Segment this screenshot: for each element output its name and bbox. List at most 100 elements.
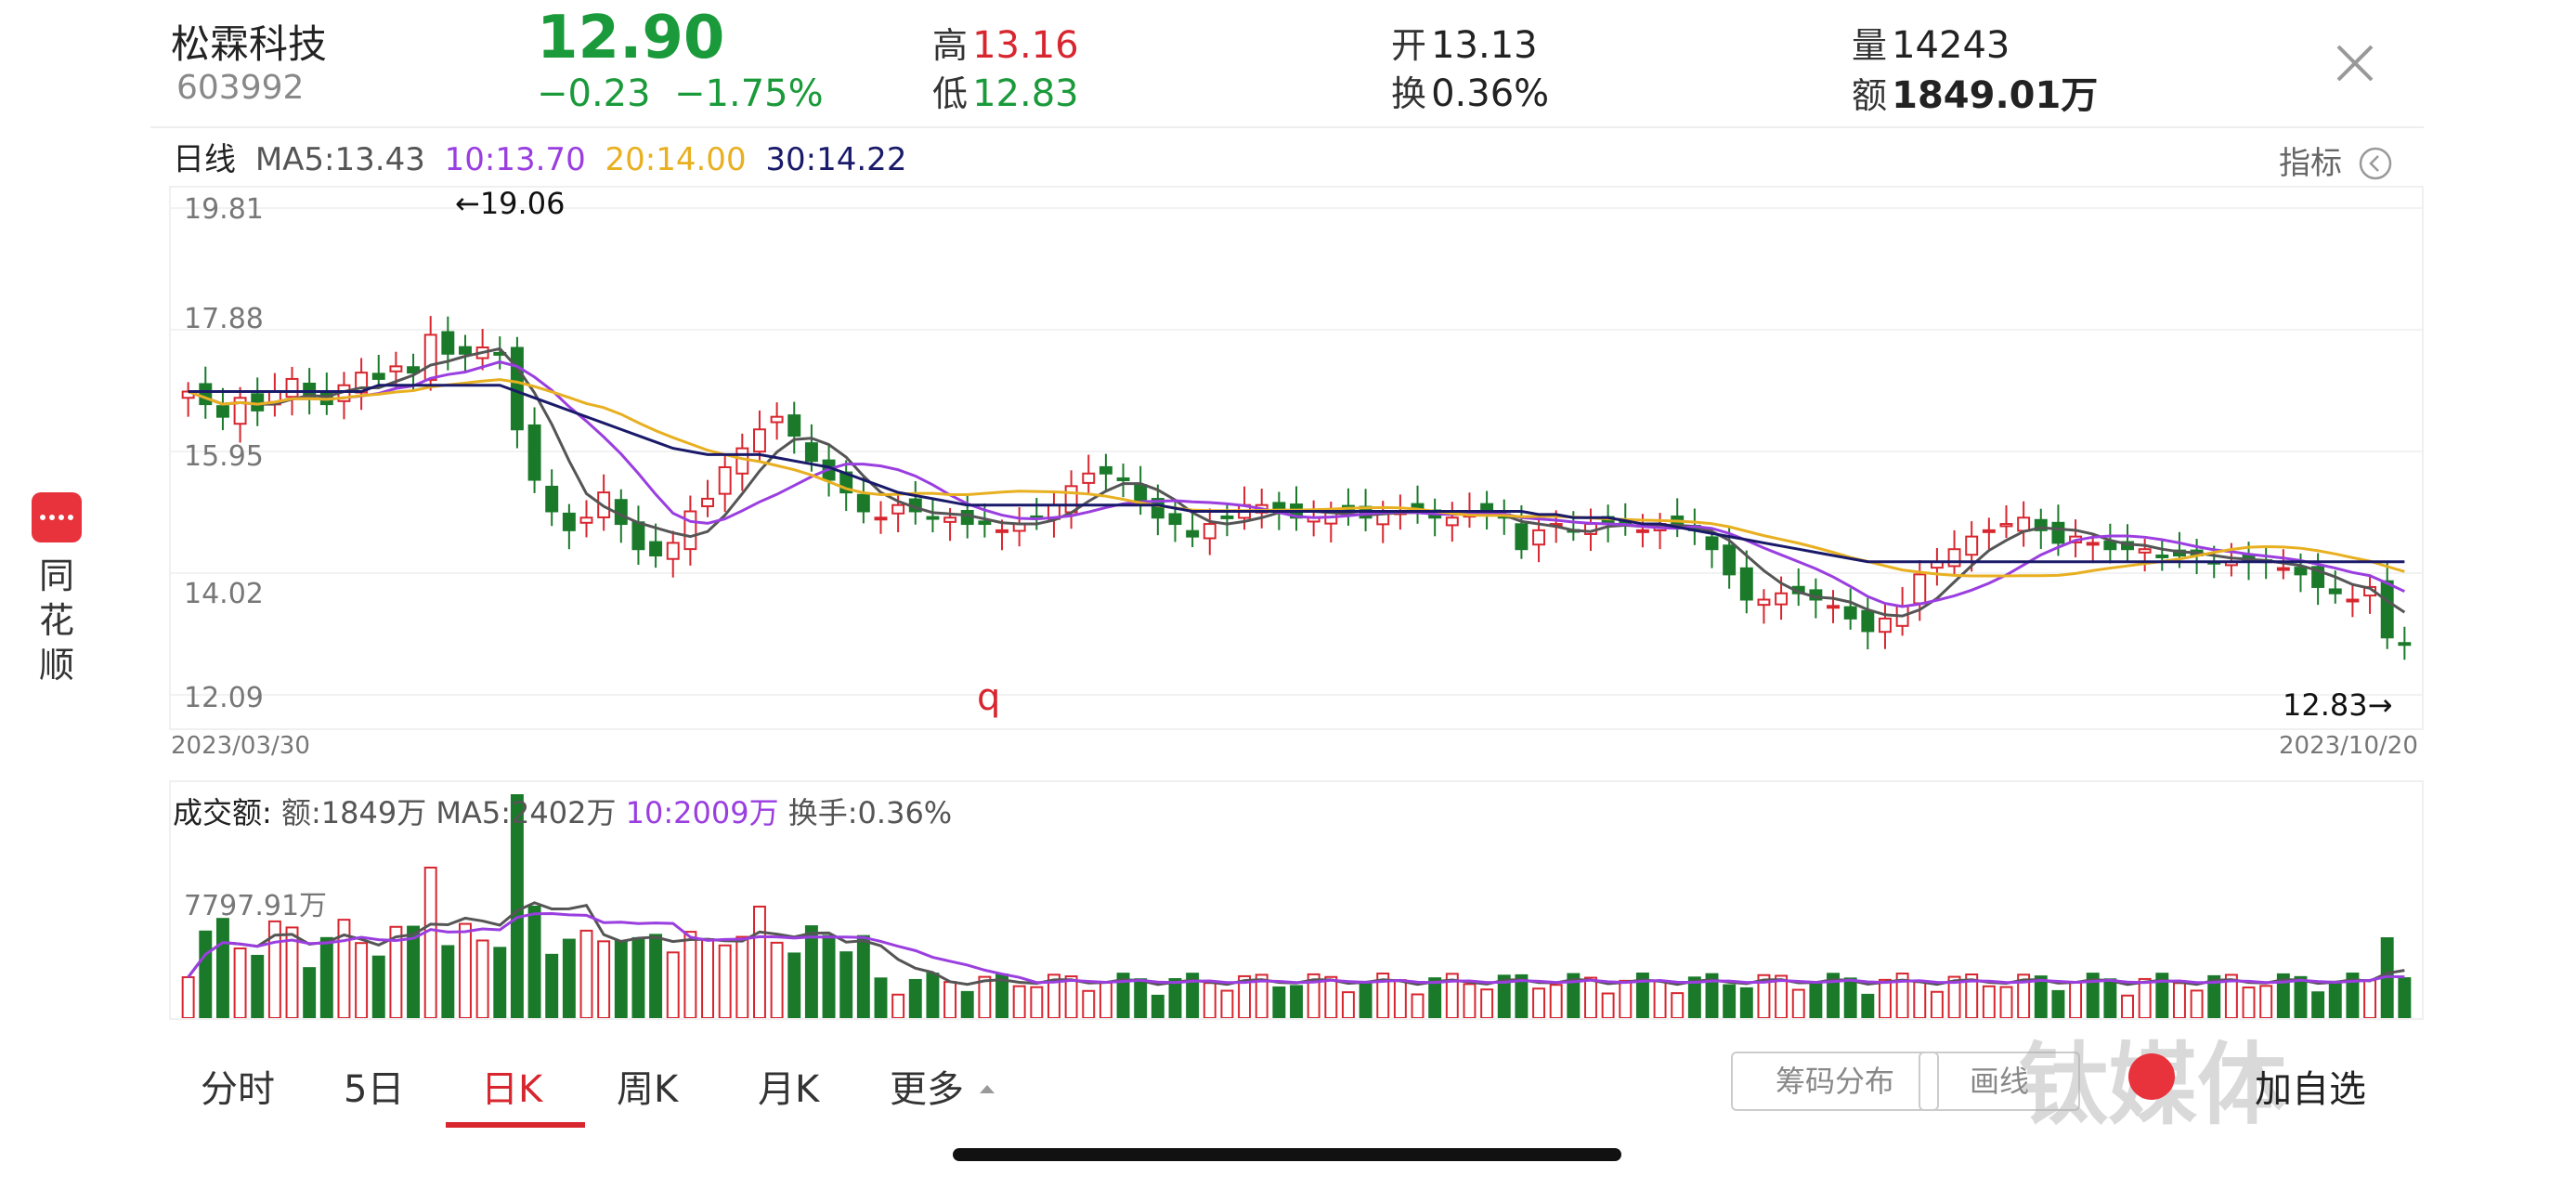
candle-body (787, 414, 801, 438)
volume-bar (683, 931, 697, 1018)
candle-body (856, 493, 870, 513)
volume-bar (303, 967, 317, 1018)
candlestick (1203, 508, 1216, 555)
tab-5day[interactable]: 5日 (344, 1068, 405, 1111)
candle-body (753, 428, 766, 453)
volume-ma10-line (187, 912, 2405, 985)
candlestick (1134, 465, 1148, 516)
candlestick (1895, 586, 1909, 636)
volume-bar (1255, 973, 1268, 1018)
volume-bar (943, 981, 957, 1018)
volume-bar (701, 937, 714, 1018)
volume-bar (1947, 975, 1961, 1018)
app-name-char: 花 (38, 600, 74, 641)
candle-body (562, 512, 576, 531)
candlestick (181, 382, 195, 417)
stock-change: −0.23 −1.75% (537, 72, 824, 115)
candle-body (1220, 515, 1234, 519)
volume-bar (1739, 986, 1753, 1018)
candle-body (1705, 536, 1719, 551)
kline-chart[interactable] (169, 186, 2424, 730)
volume-bar (631, 936, 645, 1018)
candle-body (735, 447, 749, 475)
candlestick (2363, 574, 2377, 614)
tab-fenshi[interactable]: 分时 (201, 1068, 275, 1111)
volume-bar (527, 906, 541, 1018)
candlestick (1186, 512, 1200, 548)
candlestick (649, 523, 663, 568)
candlestick (267, 372, 281, 417)
candlestick (770, 402, 784, 440)
candlestick (1290, 486, 1303, 531)
candle-body (2294, 567, 2308, 576)
candlestick (839, 460, 853, 512)
home-indicator (953, 1148, 1621, 1161)
candle-body (2051, 521, 2065, 544)
candlestick (1947, 529, 1961, 577)
volume-bar (1428, 977, 1442, 1018)
candlestick (666, 530, 680, 578)
volume-bar (215, 918, 229, 1018)
indicator-button[interactable]: 指标 (2279, 137, 2393, 183)
candlestick (1047, 492, 1060, 538)
y-tick: 17.88 (184, 303, 264, 335)
candlestick (1723, 528, 1737, 589)
add-favorite-button[interactable]: 加自选 (2255, 1068, 2366, 1111)
volume-bar (2121, 994, 2134, 1018)
volume-bar (319, 936, 333, 1018)
header-divider (150, 126, 2424, 128)
candle-body (1635, 529, 1649, 533)
q-marker[interactable]: q (977, 676, 1001, 719)
volume-bar (1999, 986, 2013, 1018)
tab-weekly-k[interactable]: 周K (617, 1068, 679, 1111)
volume-bar (1930, 990, 1944, 1018)
volume-bar (718, 944, 732, 1018)
candle-body (891, 503, 905, 515)
candlestick (1116, 464, 1130, 498)
chip-distribution-button[interactable]: 筹码分布 (1731, 1052, 1939, 1111)
volume-bar (614, 939, 628, 1018)
candle-body (1099, 465, 1112, 475)
tab-monthly-k[interactable]: 月K (758, 1068, 820, 1111)
turnover-label: 换 (1391, 73, 1427, 114)
candlestick (1445, 502, 1459, 542)
volume-bar (1359, 980, 1373, 1018)
candle-body (510, 346, 524, 431)
volume-bar (2398, 977, 2412, 1018)
candle-body (407, 366, 421, 374)
candle-body (1064, 485, 1078, 514)
turnover-value: 0.36% (1431, 72, 1550, 115)
volume-bar (649, 934, 663, 1018)
chevron-left-icon (2359, 147, 2392, 180)
candle-body (423, 333, 437, 382)
volume-bar (2086, 973, 2100, 1018)
volume-bar (1515, 973, 1529, 1018)
candle-body (1532, 529, 1546, 546)
volume-bar (1775, 974, 1789, 1018)
volume-bar (787, 952, 801, 1018)
volume-label: 成交额: (173, 795, 272, 830)
volume-bar (475, 939, 489, 1018)
volume-bar (1203, 982, 1216, 1018)
volume-bar (804, 925, 818, 1018)
min-price-marker: 12.83→ (2283, 687, 2393, 723)
ma10-value: 10:13.70 (444, 141, 586, 178)
volume-bar (1393, 979, 1407, 1018)
volume-y-tick: 7797.91万 (184, 890, 328, 922)
candle-body (1999, 523, 2013, 528)
volume-bar (1012, 985, 1026, 1018)
tab-more[interactable]: 更多 (890, 1059, 998, 1113)
draw-line-button[interactable]: 画线 (1919, 1052, 2080, 1111)
volume-bar (579, 929, 593, 1018)
close-button[interactable] (2329, 37, 2381, 89)
candle-body (1965, 535, 1979, 556)
volume-chart[interactable] (169, 780, 2424, 1020)
volume-bar (908, 978, 922, 1018)
close-icon (2336, 45, 2374, 82)
candlestick (856, 476, 870, 524)
volume-bar (1671, 992, 1685, 1018)
candlestick (1757, 589, 1771, 624)
volume-bar (960, 990, 974, 1018)
volume-value: 14243 (1892, 24, 2010, 67)
tab-daily-k[interactable]: 日K (481, 1068, 543, 1111)
